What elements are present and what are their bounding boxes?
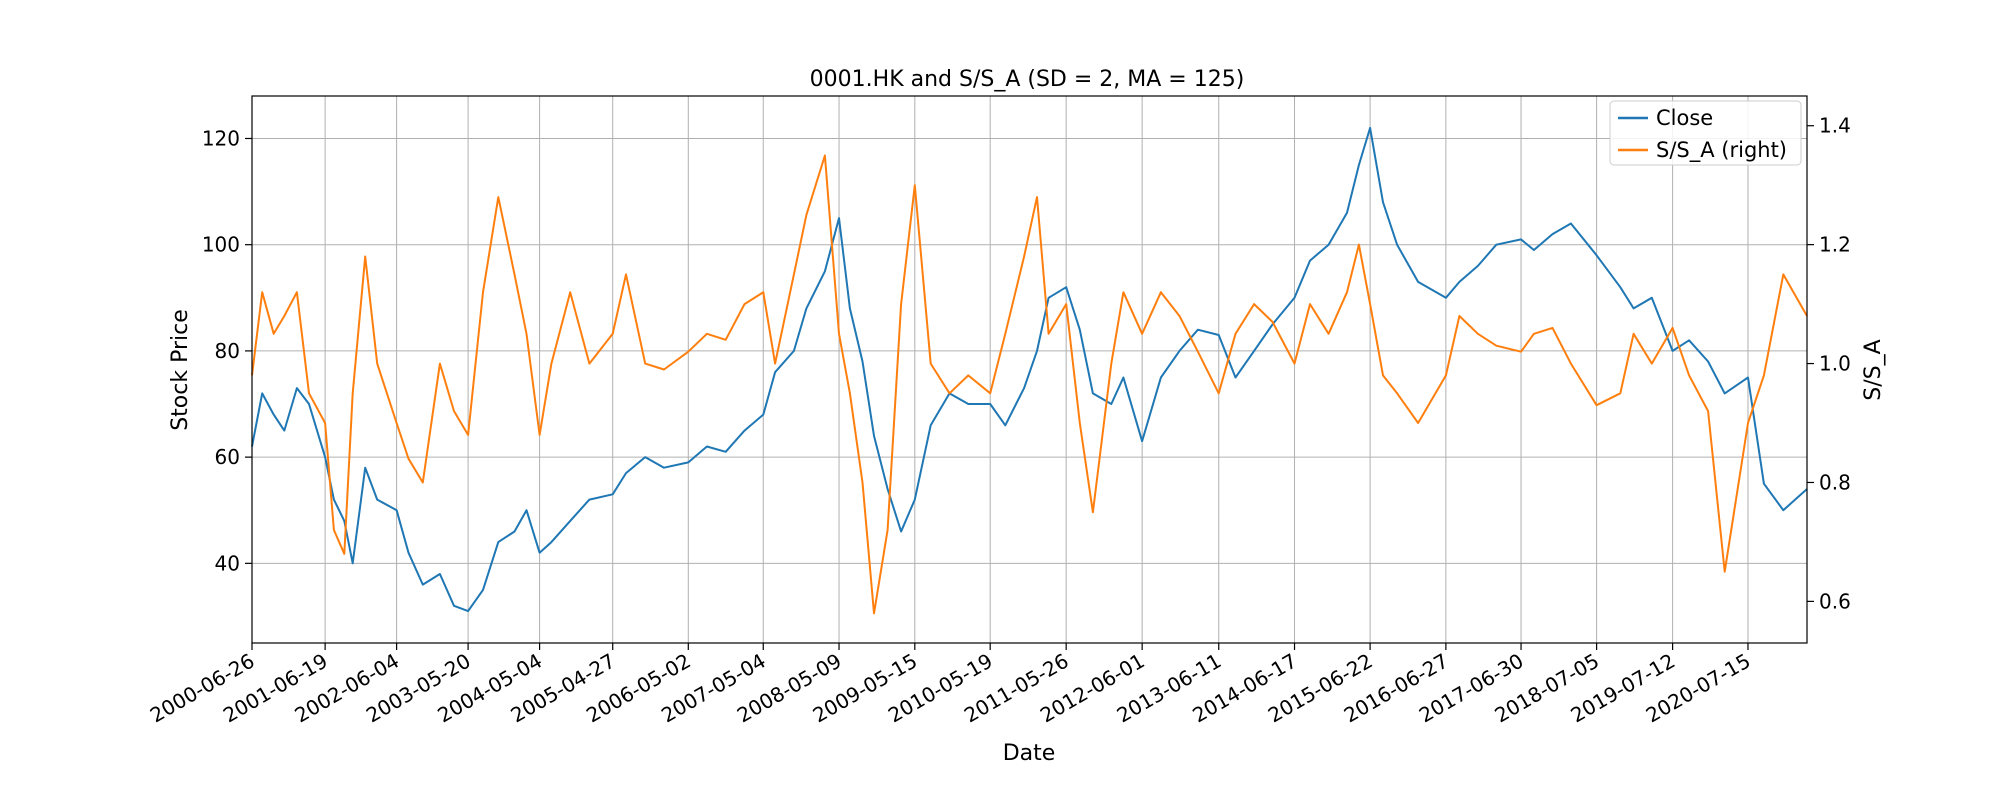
y-left-tick-label: 60 xyxy=(215,445,240,469)
legend: Close S/S_A (right) xyxy=(1609,100,1802,166)
y-axis-label-left: Stock Price xyxy=(168,309,193,431)
y-left-tick-label: 40 xyxy=(215,551,240,575)
legend-close-label: Close xyxy=(1656,106,1713,130)
close-series-line xyxy=(251,126,1808,613)
x-axis-label: Date xyxy=(1003,741,1056,766)
axes-layer: 2000-06-262001-06-192002-06-042003-05-20… xyxy=(146,114,1851,728)
y-right-tick-label: 0.8 xyxy=(1819,470,1851,494)
chart-title: 0001.HK and S/S_A (SD = 2, MA = 125) xyxy=(810,67,1245,92)
y-right-tick-label: 1.0 xyxy=(1819,352,1851,376)
y-right-tick-label: 1.2 xyxy=(1819,233,1851,257)
y-right-tick-label: 1.4 xyxy=(1819,114,1851,138)
plot-frame xyxy=(251,95,1808,644)
y-left-tick-label: 100 xyxy=(202,233,240,257)
y-axis-label-right: S/S_A xyxy=(1861,339,1886,400)
grid-layer xyxy=(251,96,1807,643)
series-layer xyxy=(251,126,1808,615)
y-left-tick-label: 120 xyxy=(202,126,240,150)
legend-box xyxy=(1609,100,1802,166)
y-left-tick-label: 80 xyxy=(215,339,240,363)
legend-ssa-label: S/S_A (right) xyxy=(1656,138,1787,163)
y-right-tick-label: 0.6 xyxy=(1819,589,1851,613)
ssa-series-line xyxy=(251,154,1808,615)
